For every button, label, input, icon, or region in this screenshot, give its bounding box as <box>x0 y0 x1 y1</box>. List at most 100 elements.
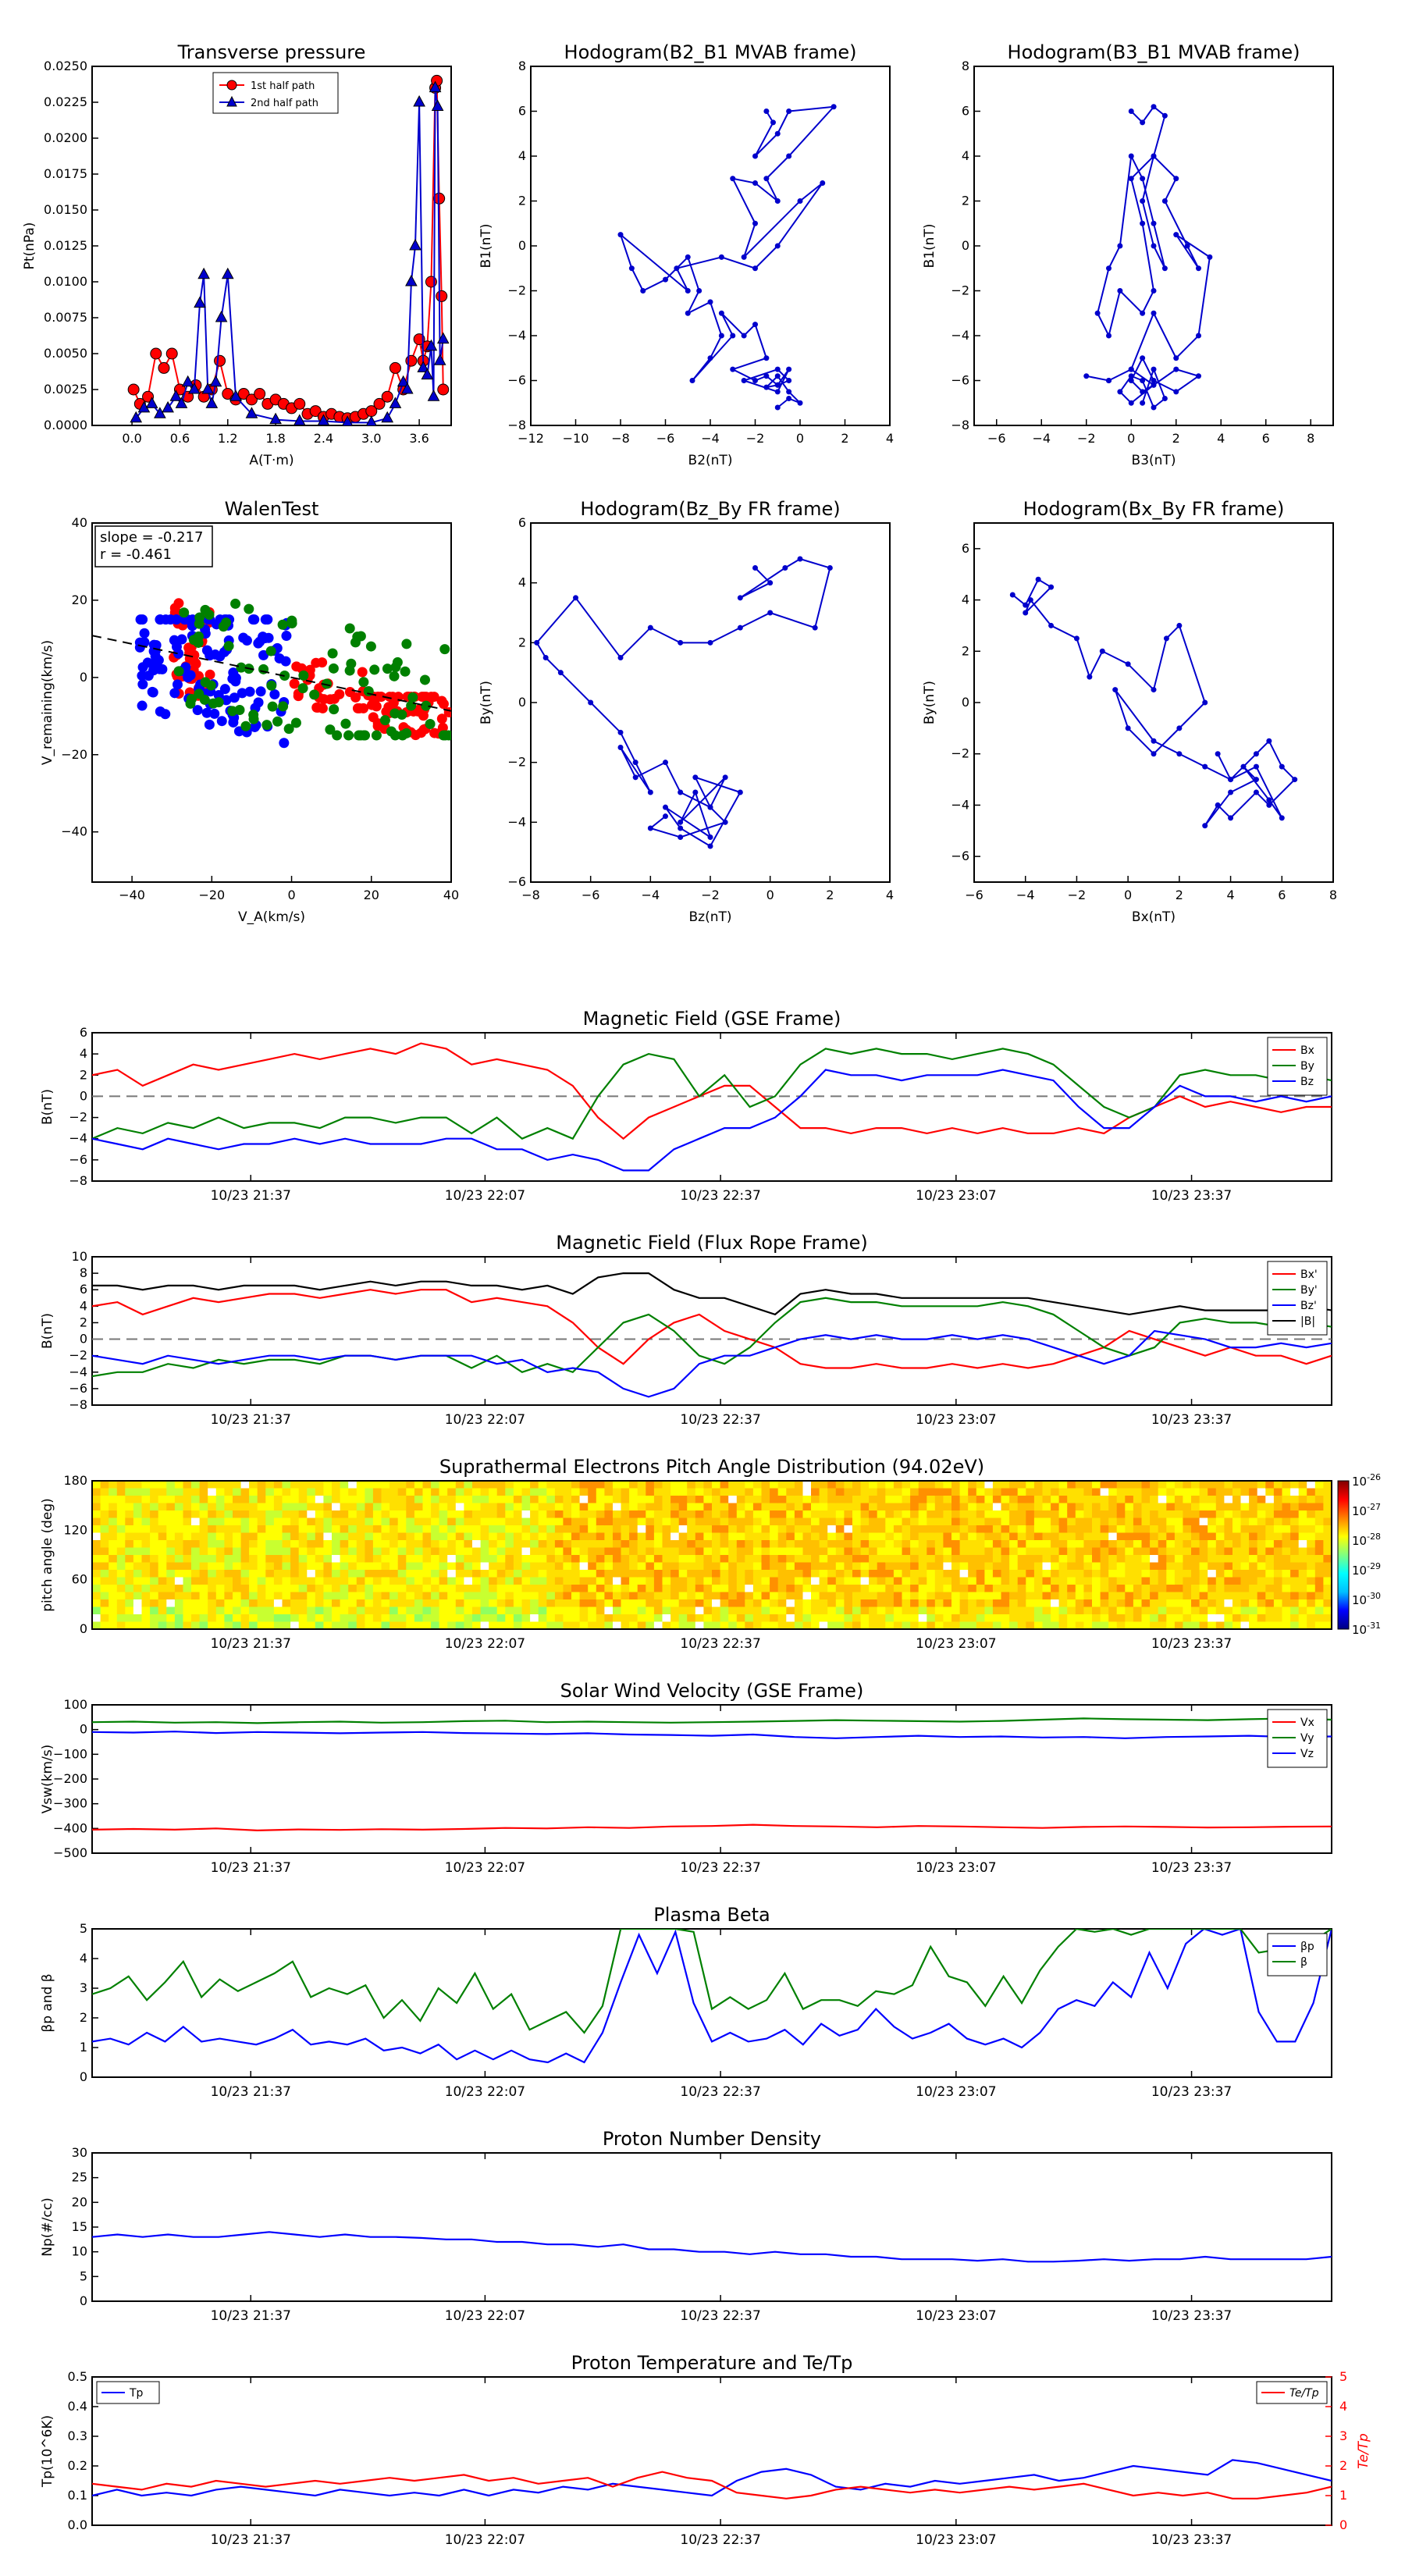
heatmap-cell <box>199 1517 208 1526</box>
heatmap-cell <box>464 1577 473 1585</box>
y-tick-label: 40 <box>72 515 87 530</box>
heatmap-cell <box>166 1555 176 1564</box>
x-tick-label: 10/23 23:07 <box>916 2532 996 2548</box>
heatmap-cell <box>505 1621 514 1630</box>
heatmap-cell <box>1009 1606 1019 1615</box>
heatmap-cell <box>199 1621 208 1630</box>
heatmap-cell <box>406 1570 415 1578</box>
heatmap-cell <box>133 1585 143 1593</box>
heatmap-cell <box>431 1540 440 1549</box>
data-point <box>1048 622 1055 628</box>
heatmap-cell <box>902 1517 911 1526</box>
x-tick-label: 10/23 23:37 <box>1151 1636 1232 1652</box>
heatmap-cell <box>323 1488 333 1496</box>
heatmap-cell <box>191 1585 201 1593</box>
data-point <box>763 384 770 390</box>
heatmap-cell <box>174 1570 184 1578</box>
series-line-β <box>92 1929 1332 2034</box>
heatmap-cell <box>794 1606 804 1615</box>
heatmap-cell <box>447 1547 457 1556</box>
heatmap-cell <box>1141 1606 1151 1615</box>
heatmap-cell <box>431 1570 440 1578</box>
heatmap-cell <box>480 1562 489 1571</box>
heatmap-cell <box>1125 1532 1134 1541</box>
heatmap-cell <box>282 1517 291 1526</box>
x-tick-label: 4 <box>886 431 894 446</box>
heatmap-cell <box>662 1547 671 1556</box>
heatmap-cell <box>233 1606 242 1615</box>
heatmap-cell <box>1174 1517 1184 1526</box>
heatmap-cell <box>745 1532 754 1541</box>
heatmap-cell <box>1323 1570 1332 1578</box>
heatmap-cell <box>513 1621 523 1630</box>
heatmap-cell <box>1183 1540 1192 1549</box>
heatmap-cell <box>1307 1481 1316 1489</box>
heatmap-cell <box>480 1481 489 1489</box>
heatmap-cell <box>720 1525 729 1534</box>
heatmap-cell <box>811 1532 820 1541</box>
heatmap-cell <box>530 1525 539 1534</box>
walen-point <box>269 689 280 700</box>
heatmap-cell <box>943 1525 952 1534</box>
heatmap-cell <box>422 1614 432 1623</box>
heatmap-cell <box>133 1606 143 1615</box>
x-tick-label: 2 <box>1172 431 1180 446</box>
heatmap-cell <box>1191 1606 1200 1615</box>
heatmap-cell <box>885 1614 895 1623</box>
heatmap-cell <box>1009 1592 1019 1600</box>
heatmap-cell <box>852 1481 862 1489</box>
heatmap-cell <box>174 1510 184 1519</box>
series-line-Np <box>92 2231 1332 2263</box>
heatmap-cell <box>1224 1621 1233 1630</box>
heatmap-cell <box>869 1532 878 1541</box>
heatmap-cell <box>472 1488 482 1496</box>
series-line-B <box>1012 578 1297 827</box>
heatmap-cell <box>538 1585 547 1593</box>
heatmap-cell <box>670 1614 680 1623</box>
heatmap-cell <box>1290 1496 1300 1504</box>
heatmap-cell <box>1150 1517 1159 1526</box>
heatmap-cell <box>240 1577 250 1585</box>
heatmap-cell <box>290 1488 300 1496</box>
heatmap-cell <box>802 1510 812 1519</box>
heatmap-cell <box>389 1570 399 1578</box>
heatmap-cell <box>348 1503 357 1511</box>
heatmap-cell <box>621 1585 630 1593</box>
heatmap-cell <box>1290 1585 1300 1593</box>
heatmap-cell <box>1125 1592 1134 1600</box>
heatmap-cell <box>934 1621 944 1630</box>
data-point <box>557 670 564 676</box>
heatmap-cell <box>588 1481 597 1489</box>
heatmap-cell <box>877 1562 886 1571</box>
heatmap-cell <box>852 1503 862 1511</box>
data-point <box>797 198 803 204</box>
data-point <box>770 119 776 126</box>
heatmap-cell <box>455 1585 464 1593</box>
heatmap-cell <box>1116 1555 1126 1564</box>
heatmap-cell <box>521 1525 531 1534</box>
heatmap-cell <box>439 1562 448 1571</box>
heatmap-cell <box>315 1614 324 1623</box>
heatmap-cell <box>191 1577 201 1585</box>
heatmap-cell <box>720 1503 729 1511</box>
heatmap-cell <box>208 1532 217 1541</box>
heatmap-cell <box>910 1606 919 1615</box>
heatmap-cell <box>108 1525 118 1534</box>
heatmap-cell <box>927 1517 936 1526</box>
heatmap-cell <box>183 1517 192 1526</box>
heatmap-cell <box>613 1555 622 1564</box>
heatmap-cell <box>1051 1510 1060 1519</box>
walen-point <box>192 705 203 716</box>
heatmap-cell <box>670 1503 680 1511</box>
heatmap-cell <box>678 1547 688 1556</box>
heatmap-cell <box>712 1532 721 1541</box>
heatmap-cell <box>976 1510 985 1519</box>
heatmap-cell <box>249 1570 258 1578</box>
heatmap-cell <box>1067 1570 1076 1578</box>
heatmap-cell <box>108 1503 118 1511</box>
heatmap-cell <box>885 1621 895 1630</box>
heatmap-cell <box>1026 1585 1035 1593</box>
heatmap-cell <box>464 1532 473 1541</box>
heatmap-cell <box>902 1532 911 1541</box>
heatmap-cell <box>1058 1606 1068 1615</box>
